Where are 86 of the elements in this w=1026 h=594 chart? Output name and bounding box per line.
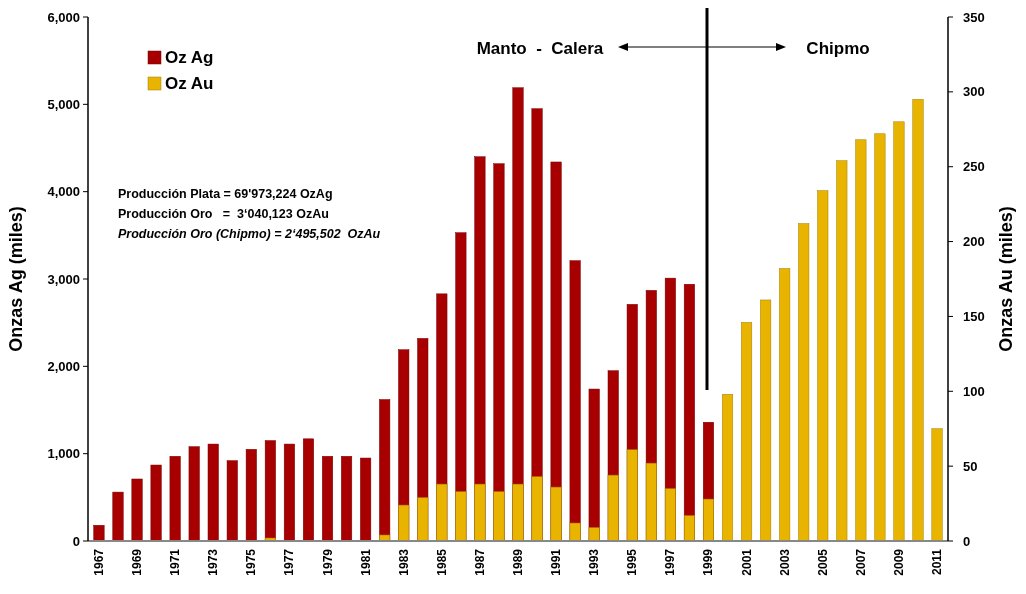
bar [931, 428, 943, 542]
annotation: Producción Plata = 69'973,224 OzAg [118, 187, 333, 201]
y-axis-title: Onzas Ag (miles) [6, 206, 26, 352]
bar [741, 322, 753, 542]
y2-tick-label: 300 [963, 84, 985, 100]
x-tick-label: 1987 [472, 548, 487, 576]
y-tick-label: 6,000 [47, 9, 80, 25]
bar [131, 478, 143, 542]
bar [322, 456, 334, 542]
bar [398, 504, 410, 542]
bar [760, 299, 772, 542]
bar [798, 223, 810, 542]
bar [264, 537, 276, 542]
bar [379, 534, 391, 542]
bar [226, 460, 238, 542]
bar [360, 457, 372, 542]
x-tick-label: 1973 [206, 548, 221, 576]
annotation: Manto - Calera [476, 39, 604, 58]
bar [569, 522, 581, 542]
bar [474, 483, 486, 542]
y-tick-label: 1,000 [47, 446, 80, 462]
x-tick-label: 1977 [282, 548, 297, 576]
y-tick-label: 2,000 [47, 358, 80, 374]
y2-tick-label: 200 [963, 234, 985, 250]
x-tick-label: 1983 [396, 548, 411, 576]
x-tick-label: 2003 [777, 548, 792, 576]
y-tick-label: 0 [72, 533, 80, 549]
bar [588, 527, 600, 542]
x-tick-label: 1989 [511, 548, 525, 576]
y-tick-label: 3,000 [47, 271, 80, 287]
annotation: Producción Oro (Chipmo) = 2‘495,502 OzAu [118, 227, 381, 241]
bar [436, 483, 448, 542]
bar [150, 464, 162, 542]
y2-tick-label: 150 [963, 308, 985, 324]
y2-tick-label: 0 [963, 533, 971, 549]
x-tick-label: 1971 [168, 548, 183, 576]
bar [169, 456, 181, 542]
bar [683, 515, 695, 542]
x-tick-label: 1979 [320, 548, 335, 576]
bar [531, 476, 543, 542]
y2-tick-label: 50 [963, 458, 978, 474]
bar [188, 446, 200, 542]
bar [455, 491, 467, 542]
bar [874, 133, 886, 542]
y2-tick-label: 350 [963, 9, 985, 25]
x-tick-label: 1967 [91, 548, 106, 576]
bar [302, 438, 314, 542]
bar [722, 394, 734, 542]
bar [207, 443, 219, 542]
y-tick-label: 5,000 [47, 96, 80, 112]
x-tick-label: 1969 [130, 548, 145, 576]
x-tick-label: 2009 [891, 548, 906, 576]
x-tick-label: 1993 [587, 548, 602, 576]
bar [836, 160, 848, 542]
bar [779, 268, 791, 542]
x-tick-label: 1985 [434, 548, 449, 576]
bar [283, 443, 295, 542]
bar [664, 488, 676, 542]
x-tick-label: 1997 [663, 548, 678, 576]
bar [417, 497, 429, 542]
bar [645, 462, 657, 542]
x-tick-label: 1991 [549, 548, 564, 576]
bar [893, 121, 905, 542]
x-tick-label: 2007 [853, 548, 868, 576]
legend-label: Oz Ag [165, 48, 214, 67]
bar [912, 99, 924, 542]
annotation: Producción Oro = 3‘040,123 OzAu [118, 207, 329, 221]
bar [245, 449, 257, 542]
legend-label: Oz Au [165, 74, 214, 93]
bar [93, 525, 105, 542]
x-tick-label: 1995 [625, 548, 640, 576]
annotation: Chipmo [806, 39, 870, 58]
x-tick-label: 2001 [739, 548, 754, 576]
bar [112, 491, 124, 542]
y2-tick-label: 100 [963, 383, 985, 399]
x-tick-label: 1999 [701, 548, 716, 576]
x-tick-label: 1975 [244, 548, 259, 576]
bar [341, 456, 353, 542]
x-tick-label: 2011 [930, 548, 945, 576]
x-tick-label: 2005 [815, 548, 830, 576]
x-tick-label: 1981 [358, 548, 373, 576]
bar [817, 190, 829, 542]
y2-axis-title: Onzas Au (miles) [996, 206, 1016, 352]
bar [855, 139, 867, 542]
y2-tick-label: 250 [963, 159, 985, 175]
y-tick-label: 4,000 [47, 184, 80, 200]
